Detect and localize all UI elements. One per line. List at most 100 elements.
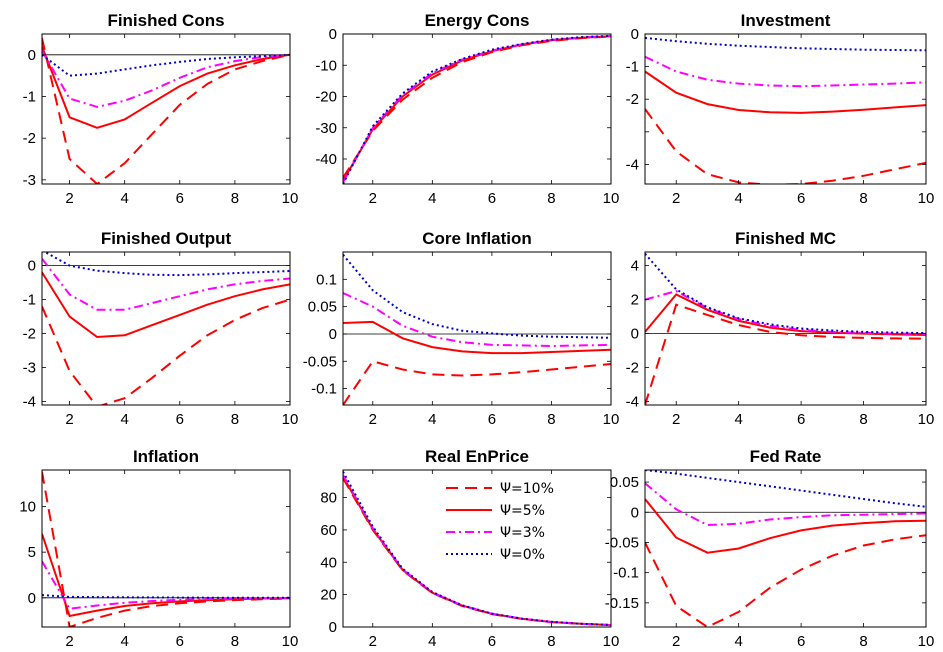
x-tick-label: 8 (547, 411, 555, 428)
y-tick-label: -0.1 (311, 381, 337, 398)
series-line (645, 70, 926, 114)
panel-title: Inflation (133, 447, 199, 466)
x-tick-label: 4 (120, 633, 128, 650)
panel-core-inflation: Core Inflation 2 4 6 8 10 -0.1 -0.05 0 0.05 0.1 (303, 229, 620, 428)
x-tick-label: 4 (428, 190, 436, 207)
x-tick-label: 4 (734, 633, 742, 650)
series-line (42, 37, 290, 184)
series-line (645, 303, 926, 405)
panel-title: Core Inflation (422, 229, 532, 248)
y-tick-label: 20 (320, 587, 337, 604)
y-tick-label: -4 (23, 394, 36, 411)
series-line (42, 50, 290, 108)
x-tick-label: 8 (547, 633, 555, 650)
x-tick-label: 6 (176, 633, 184, 650)
series-line (645, 470, 926, 508)
y-tick-label: 40 (320, 554, 337, 571)
axes-frame (342, 251, 612, 406)
series-line (43, 252, 290, 277)
x-tick-label: 2 (65, 633, 73, 650)
x-tick-label: 2 (369, 633, 377, 650)
y-tick-label: 10 (19, 499, 36, 516)
axes-frame (41, 33, 291, 185)
x-tick-label: 4 (428, 633, 436, 650)
y-tick-label: -0.1 (613, 565, 639, 582)
y-tick-label: -1 (23, 292, 36, 309)
x-tick-label: 4 (120, 190, 128, 207)
series-line (645, 36, 926, 52)
y-tick-label: 2 (631, 292, 639, 309)
y-tick-label: 0 (631, 326, 639, 343)
y-tick-label: -0.05 (303, 353, 337, 370)
y-tick-label: -0.05 (605, 534, 639, 551)
axes-frame (342, 469, 612, 628)
legend-label: Ψ=5% (500, 503, 545, 519)
x-tick-label: 8 (231, 633, 239, 650)
panel-inflation: Inflation 2 4 6 8 10 0 5 10 (19, 447, 298, 650)
x-tick-label: 8 (859, 633, 867, 650)
x-tick-label: 6 (176, 411, 184, 428)
series-line (343, 471, 611, 626)
axes-frame (644, 33, 927, 185)
x-tick-label: 2 (369, 411, 377, 428)
y-tick-label: -10 (315, 57, 337, 74)
y-tick-label: 5 (28, 544, 36, 561)
y-tick-label: 0 (631, 504, 639, 521)
x-tick-label: 6 (797, 190, 805, 207)
x-tick-label: 8 (859, 411, 867, 428)
series-line (645, 253, 926, 335)
panel-title: Real EnPrice (425, 447, 529, 466)
panel-energy-cons: Energy Cons 2 4 6 8 10 -40 -30 -20 -10 0 (315, 11, 619, 207)
series-line (645, 498, 926, 554)
y-tick-label: -2 (626, 91, 639, 108)
y-tick-label: 0 (631, 26, 639, 43)
panel-title: Finished MC (735, 229, 836, 248)
x-tick-label: 6 (176, 190, 184, 207)
x-tick-label: 10 (918, 190, 935, 207)
x-tick-label: 10 (603, 633, 620, 650)
series-line (343, 34, 611, 183)
axes-frame (41, 251, 291, 406)
x-tick-label: 4 (734, 411, 742, 428)
y-tick-label: 0.05 (610, 474, 639, 491)
panel-investment: Investment 2 4 6 8 10 -4 -2 -1 0 (626, 11, 935, 207)
y-tick-label: -40 (315, 151, 337, 168)
x-tick-label: 10 (282, 633, 299, 650)
x-tick-label: 8 (547, 190, 555, 207)
panel-finished-output: Finished Output 2 4 6 8 10 -4 -3 -2 -1 0 (23, 229, 299, 428)
x-tick-label: 2 (672, 633, 680, 650)
x-tick-label: 8 (859, 190, 867, 207)
x-tick-label: 2 (369, 190, 377, 207)
x-tick-label: 10 (918, 411, 935, 428)
panel-real-enprice: Real EnPrice 2 4 6 8 10 0 20 40 60 80 Ψ=10% Ψ=5% Ψ=3%… (320, 447, 619, 650)
x-tick-label: 2 (672, 411, 680, 428)
series-line (645, 55, 926, 88)
series-line (343, 474, 611, 627)
y-tick-label: -0.15 (605, 595, 639, 612)
y-tick-label: -3 (23, 172, 36, 189)
series-line (343, 360, 611, 405)
series-line (645, 108, 926, 184)
legend-label: Ψ=10% (500, 481, 554, 497)
series-line (343, 254, 611, 339)
y-tick-label: 0.1 (316, 271, 337, 288)
y-tick-label: -3 (23, 360, 36, 377)
axes-frame (644, 251, 927, 406)
x-tick-label: 8 (231, 411, 239, 428)
y-tick-label: 0 (28, 590, 36, 607)
x-tick-label: 2 (672, 190, 680, 207)
series-line (645, 534, 926, 627)
axes-frame (644, 469, 927, 628)
panel-finished-mc: Finished MC 2 4 6 8 10 -4 -2 0 2 4 (626, 229, 935, 428)
y-tick-label: 0 (28, 47, 36, 64)
series-line (645, 482, 926, 527)
x-tick-label: 6 (488, 190, 496, 207)
x-tick-label: 6 (797, 411, 805, 428)
x-tick-label: 10 (918, 633, 935, 650)
panel-title: Finished Output (101, 229, 232, 248)
y-tick-label: -4 (626, 394, 639, 411)
series-line (42, 271, 290, 339)
series-line (343, 34, 611, 184)
panel-finished-cons: Finished Cons 2 4 6 8 10 -3 -2 -1 0 (23, 11, 299, 207)
x-tick-label: 2 (65, 411, 73, 428)
